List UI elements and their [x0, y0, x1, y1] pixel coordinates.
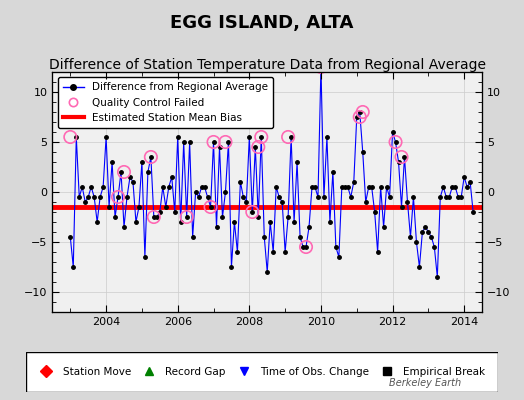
Point	[284, 134, 292, 140]
Legend: Station Move, Record Gap, Time of Obs. Change, Empirical Break: Station Move, Record Gap, Time of Obs. C…	[35, 363, 489, 381]
Text: EGG ISLAND, ALTA: EGG ISLAND, ALTA	[170, 14, 354, 32]
Point	[397, 154, 406, 160]
Title: Difference of Station Temperature Data from Regional Average: Difference of Station Temperature Data f…	[49, 58, 486, 72]
Point	[358, 109, 367, 115]
Point	[182, 214, 191, 220]
Point	[206, 204, 215, 210]
Point	[114, 194, 122, 200]
FancyBboxPatch shape	[26, 352, 498, 392]
Point	[316, 64, 325, 70]
Point	[147, 154, 155, 160]
Point	[209, 139, 217, 145]
Legend: Difference from Regional Average, Quality Control Failed, Estimated Station Mean: Difference from Regional Average, Qualit…	[58, 77, 273, 128]
Point	[356, 114, 364, 120]
Point	[221, 139, 230, 145]
Point	[66, 134, 74, 140]
Text: Berkeley Earth: Berkeley Earth	[389, 378, 461, 388]
Point	[257, 134, 266, 140]
Point	[302, 244, 310, 250]
Point	[248, 209, 257, 215]
Point	[150, 214, 158, 220]
Point	[391, 139, 400, 145]
Point	[254, 144, 263, 150]
Point	[120, 169, 128, 175]
